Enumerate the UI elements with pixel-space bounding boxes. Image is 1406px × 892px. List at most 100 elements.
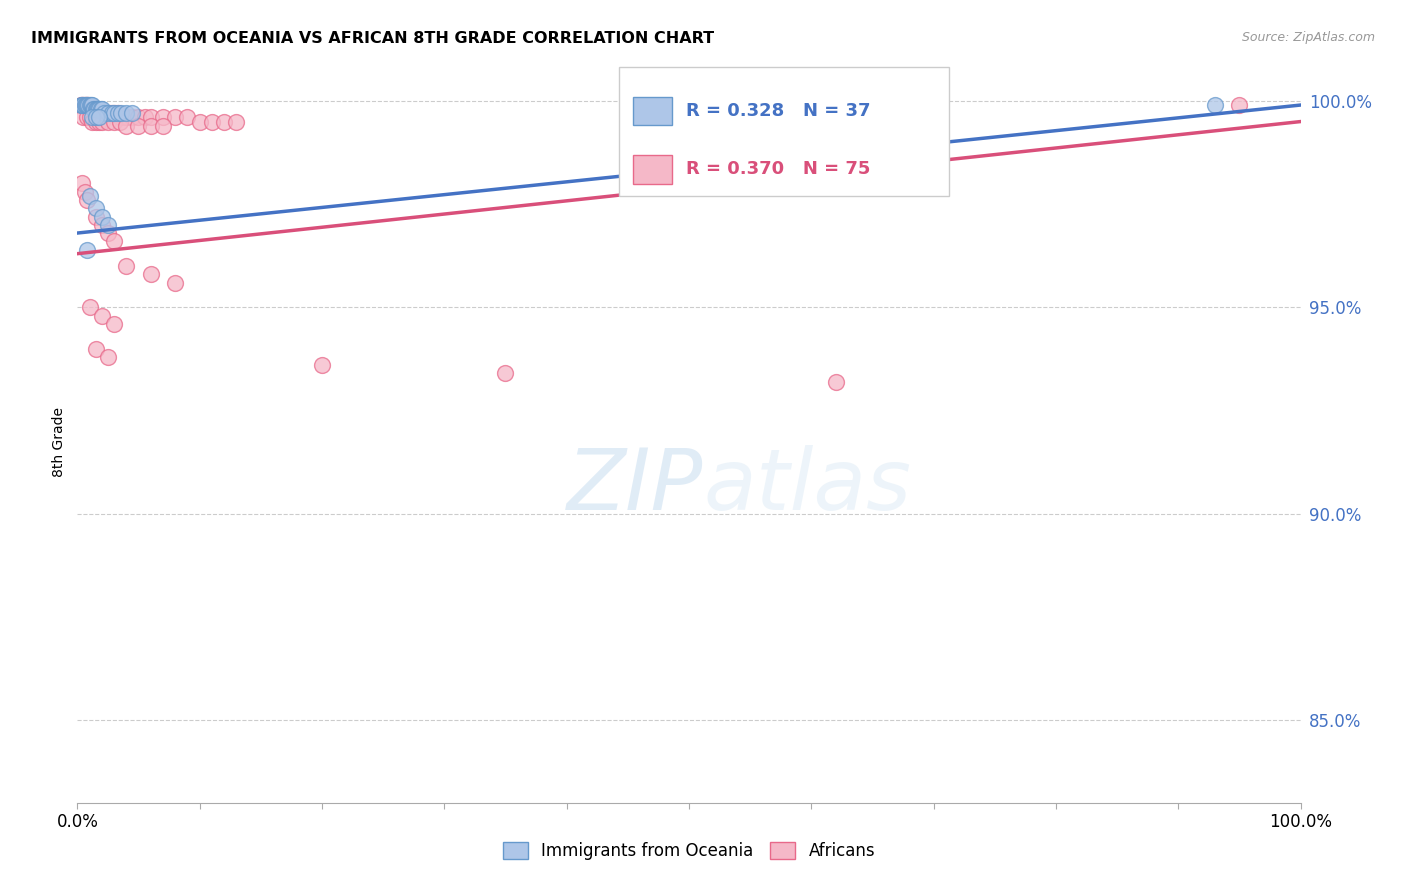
Point [89,111,111,125]
Point [76,193,98,207]
Point [103,114,125,128]
Point [84,102,107,116]
Point [70,98,93,112]
Point [84,201,107,215]
Point [115,106,138,120]
Point [121,106,143,120]
Point [90,309,112,323]
Point [112,111,135,125]
Point [80,111,103,125]
Point [98,106,121,120]
Point [89,114,111,128]
Point [93,106,115,120]
Point [93,106,115,120]
Point [84,111,107,125]
Point [104,106,127,120]
Point [87,102,110,116]
Point [73,98,96,112]
Point [201,114,224,128]
Point [90,102,112,116]
Point [89,106,111,120]
Point [101,106,124,120]
Point [110,106,132,120]
Point [97,106,120,120]
Point [103,106,125,120]
Point [311,358,333,372]
Point [76,98,98,112]
Point [165,276,187,290]
Point [80,114,103,128]
Point [108,111,131,125]
Point [73,185,96,199]
Point [225,114,247,128]
Text: ZIP: ZIP [567,444,703,528]
Point [97,226,120,240]
Point [108,114,131,128]
Text: Source: ZipAtlas.com: Source: ZipAtlas.com [1241,31,1375,45]
Point [91,106,114,120]
Point [72,98,94,112]
Point [115,259,138,273]
Point [79,111,101,125]
Point [72,98,94,112]
Point [139,111,162,125]
Point [89,102,111,116]
Point [72,111,94,125]
Text: atlas: atlas [703,444,911,528]
Point [121,111,143,125]
Point [90,218,112,232]
Point [83,102,105,116]
Point [79,98,101,112]
Point [107,106,129,120]
Point [97,114,120,128]
Point [84,342,107,356]
Point [152,111,174,125]
Point [87,106,110,120]
Point [103,317,125,331]
Point [70,98,93,112]
Point [77,98,100,112]
Point [117,111,139,125]
Point [84,210,107,224]
Point [152,119,174,133]
Legend: Immigrants from Oceania, Africans: Immigrants from Oceania, Africans [496,835,882,867]
Point [80,98,103,112]
Text: R = 0.370   N = 75: R = 0.370 N = 75 [686,161,870,178]
Point [103,235,125,249]
Point [90,114,112,128]
Point [84,102,107,116]
Point [76,98,98,112]
Point [1229,98,1251,112]
Point [82,102,104,116]
Point [73,98,96,112]
Point [97,218,120,232]
Point [76,111,98,125]
Point [97,106,120,120]
Point [824,98,846,112]
Point [115,119,138,133]
Point [824,375,846,389]
Point [94,106,117,120]
Point [212,114,235,128]
Point [79,301,101,315]
Point [75,98,97,112]
Point [80,102,103,116]
Point [77,98,100,112]
Point [107,106,129,120]
Point [76,243,98,257]
Point [1204,98,1226,112]
Point [90,106,112,120]
Point [80,102,103,116]
Point [97,350,120,364]
Point [188,114,211,128]
Point [139,268,162,282]
Point [70,98,93,112]
Point [70,98,93,112]
Point [139,119,162,133]
Point [90,102,112,116]
Point [100,106,122,120]
Point [75,98,97,112]
Point [165,111,187,125]
Point [79,189,101,203]
Point [127,119,149,133]
